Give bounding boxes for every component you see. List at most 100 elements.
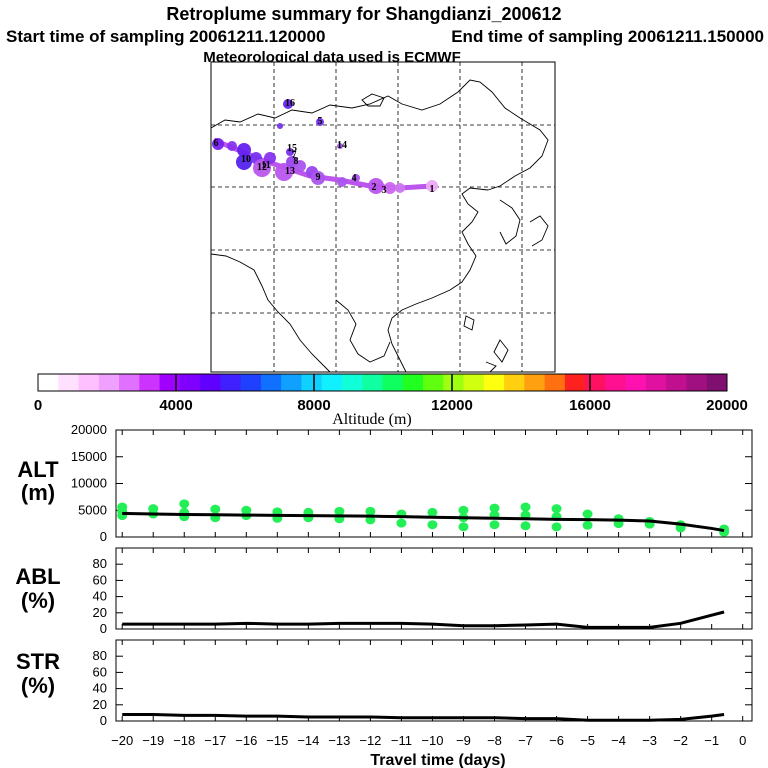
x-tick-label: −14 (297, 733, 319, 748)
colorbar-swatch (706, 374, 728, 391)
x-tick-label: −6 (549, 733, 564, 748)
colorbar-swatch (159, 374, 181, 391)
plume-cluster-dot (384, 182, 396, 194)
plume-cluster-dot (337, 143, 343, 149)
x-tick-label: −2 (673, 733, 688, 748)
str-label: STR (16, 649, 60, 674)
plume-cluster-dot (352, 174, 360, 182)
x-axis-label: Travel time (days) (370, 752, 505, 768)
colorbar-swatch (585, 374, 606, 391)
abl-label: ABL (15, 564, 60, 589)
cb-tick-8000: 8000 (297, 397, 330, 414)
plume-cluster-dot (426, 180, 438, 192)
series-line-alt (122, 511, 725, 533)
colorbar-swatch (443, 374, 465, 391)
colorbar-swatch (341, 374, 363, 391)
colorbar-swatch (98, 374, 120, 391)
colorbar-swatch (645, 374, 667, 391)
y-tick-label: 15000 (71, 449, 107, 464)
cluster-label-4: 4 (352, 173, 357, 184)
colorbar-label: Altitude (m) (332, 411, 412, 428)
cb-tick-12000: 12000 (431, 397, 473, 414)
x-tick-label: −19 (142, 733, 164, 748)
alt-scatter-point (179, 499, 190, 509)
alt-unit: (m) (21, 480, 55, 505)
colorbar-swatch (78, 374, 100, 391)
colorbar-swatch (544, 374, 566, 391)
cluster-label-10: 10 (241, 154, 251, 165)
y-tick-label: 20000 (71, 422, 107, 437)
x-tick-label: −4 (611, 733, 626, 748)
cb-tick-4000: 4000 (159, 397, 192, 414)
x-tick-label: −20 (111, 733, 133, 748)
alt-scatter-point (427, 520, 438, 530)
cb-tick-16000: 16000 (569, 397, 611, 414)
colorbar-swatch (463, 374, 485, 391)
alt-scatter-point (427, 507, 438, 517)
colorbar-swatch (423, 374, 444, 391)
y-tick-label: 60 (93, 572, 107, 587)
alt-scatter-point (551, 504, 562, 514)
cb-tick-20000: 20000 (706, 397, 748, 414)
cluster-label-9: 9 (316, 172, 321, 183)
x-tick-label: −12 (359, 733, 381, 748)
colorbar-swatch (301, 374, 323, 391)
sampling-start: Start time of sampling 20061211.120000 (6, 27, 325, 46)
x-tick-label: −11 (391, 733, 412, 748)
colorbar-swatch (179, 374, 201, 391)
alt-scatter-point (520, 502, 531, 512)
plume-cluster-dot (253, 159, 271, 177)
plume-cluster-dot (277, 123, 283, 129)
colorbar-swatch (362, 374, 383, 391)
colorbar-swatch (666, 374, 687, 391)
cluster-label-7: 7 (292, 150, 297, 161)
cluster-label-13: 13 (285, 166, 295, 177)
series-line-str (122, 713, 725, 722)
colorbar-swatch (220, 374, 242, 391)
alt-scatter-point (582, 509, 593, 519)
x-tick-label: 0 (739, 733, 746, 748)
time-series-panels: 05000100001500020000020406080020406080−2… (71, 422, 753, 748)
colorbar-swatch (38, 374, 59, 391)
colorbar-swatch (605, 374, 627, 391)
plume-cluster-dot (395, 183, 405, 193)
alt-scatter-point (582, 520, 593, 530)
colorbar-swatch (625, 374, 647, 391)
colorbar-swatch (281, 374, 302, 391)
alt-scatter-point (520, 521, 531, 531)
x-tick-label: −5 (580, 733, 595, 748)
cluster-label-3: 3 (382, 185, 387, 196)
x-tick-label: −8 (487, 733, 502, 748)
colorbar-swatch (686, 374, 708, 391)
panel-frame-str (115, 639, 753, 722)
y-tick-label: 80 (93, 556, 107, 571)
y-tick-label: 5000 (78, 502, 107, 517)
x-tick-label: −17 (204, 733, 226, 748)
y-tick-label: 80 (93, 648, 107, 663)
plume-cluster-dot (368, 178, 384, 194)
colorbar-swatch (524, 374, 546, 391)
cb-tick-0: 0 (34, 397, 42, 414)
colorbar-swatch (504, 374, 525, 391)
y-tick-label: 0 (100, 621, 107, 636)
plume-cluster-dot (294, 160, 306, 172)
cluster-label-5: 5 (318, 116, 323, 127)
coastlines (210, 79, 549, 373)
colorbar-swatch (139, 374, 161, 391)
plume-cluster-dot (283, 99, 293, 109)
plume-cluster-dot (316, 118, 324, 126)
alt-scatter-point (210, 504, 221, 514)
x-tick-label: −13 (328, 733, 350, 748)
x-tick-label: −16 (235, 733, 257, 748)
x-tick-label: −1 (704, 733, 719, 748)
colorbar-swatch (260, 374, 282, 391)
plume-cluster-dot (236, 154, 252, 170)
alt-scatter-point (489, 503, 500, 513)
y-tick-label: 60 (93, 664, 107, 679)
map-grid (211, 62, 555, 372)
cluster-label-15: 15 (287, 143, 297, 154)
colorbar-swatch (564, 374, 586, 391)
altitude-colorbar (37, 373, 728, 392)
